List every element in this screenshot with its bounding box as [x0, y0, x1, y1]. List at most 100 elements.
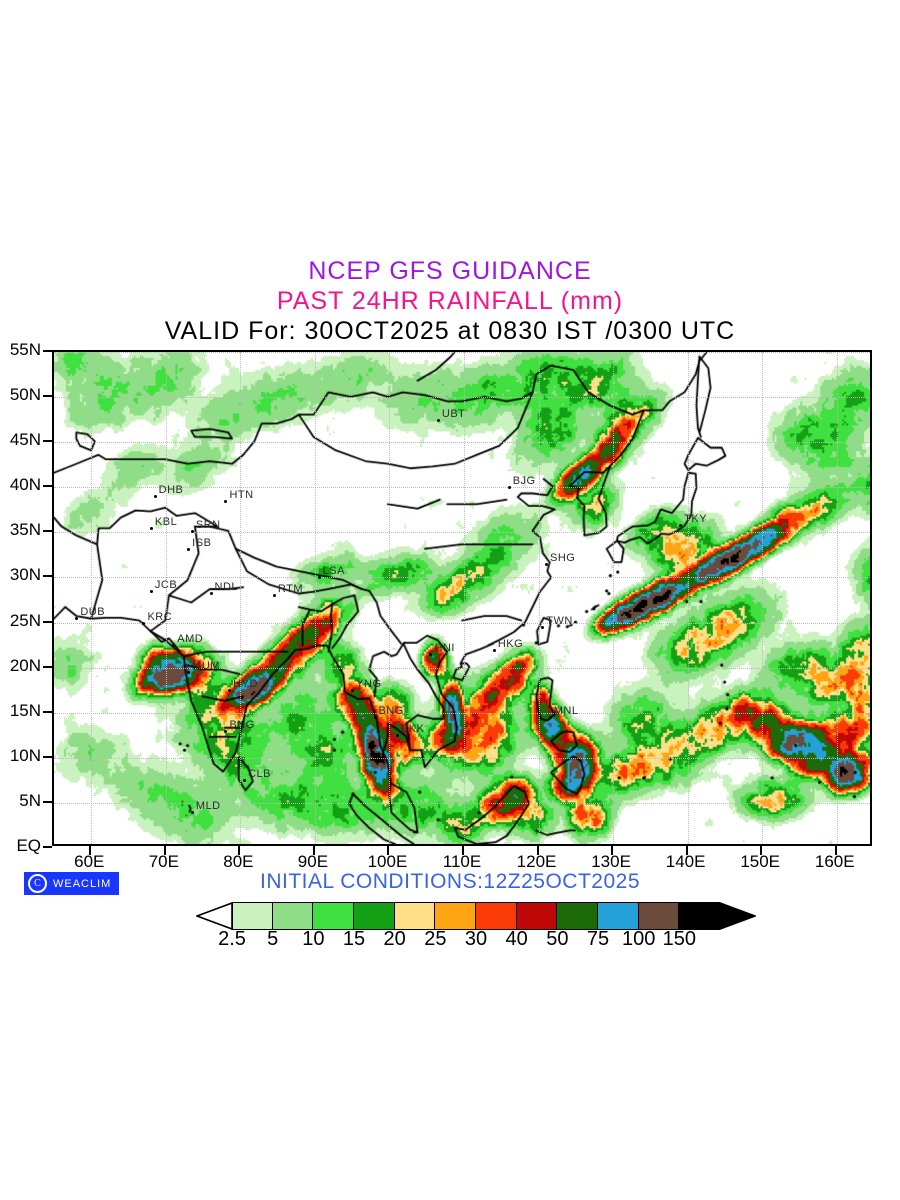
lon-label-60E: 60E	[74, 852, 105, 871]
colorbar-cell-15	[353, 902, 395, 930]
lon-tick-80E	[238, 846, 241, 855]
colorbar-cell-100	[638, 902, 680, 930]
city-dot-KRC	[142, 621, 146, 625]
city-label-BNG2: BNG	[378, 705, 404, 718]
city-dot-RTM	[272, 594, 276, 598]
colorbar-cell-75	[597, 902, 639, 930]
lon-label-130E: 130E	[591, 852, 631, 871]
city-label-CLB: CLB	[248, 768, 271, 781]
lon-label-90E: 90E	[297, 852, 329, 871]
city-dot-BNG2	[373, 716, 377, 720]
city-dot-MLD	[190, 810, 194, 814]
city-label-HYD: HYD	[233, 678, 258, 691]
colorbar-label-50: 50	[546, 928, 569, 950]
colorbar-cell-150	[679, 902, 720, 930]
lon-tick-120E	[536, 846, 539, 855]
weaclim-logo[interactable]: C WEACLIM	[24, 872, 120, 895]
lat-label-45N: 45N	[9, 430, 41, 450]
city-label-DHB: DHB	[158, 484, 184, 497]
colorbar-under-arrow	[196, 902, 232, 930]
city-dot-SHG	[545, 562, 548, 566]
rainfall-raster	[54, 352, 870, 844]
title-model: NCEP GFS GUIDANCE	[308, 257, 592, 285]
colorbar-label-30: 30	[464, 928, 488, 950]
lon-label-100E: 100E	[367, 852, 408, 871]
city-dot-SRN	[190, 529, 194, 533]
lon-tick-60E	[89, 846, 92, 855]
city-dot-BJG	[507, 486, 511, 490]
lat-label-30N: 30N	[9, 565, 41, 585]
lat-tick-30N	[43, 575, 52, 578]
city-dot-HTN	[224, 499, 228, 503]
lon-label-70E: 70E	[148, 852, 179, 871]
lat-label-50N: 50N	[9, 385, 41, 405]
lat-tick-20N	[43, 665, 52, 668]
city-label-MNL: MNL	[553, 705, 579, 718]
city-dot-LSA	[317, 576, 321, 580]
lon-label-150E: 150E	[740, 852, 781, 871]
lat-label-5N: 5N	[19, 790, 41, 810]
city-dot-BNG	[224, 729, 228, 733]
lon-tick-110E	[462, 846, 464, 855]
lon-label-120E: 120E	[516, 852, 557, 871]
city-label-UBT: UBT	[441, 407, 466, 420]
city-label-HNI: HNI	[434, 642, 455, 655]
lat-tick-5N	[43, 800, 52, 803]
city-label-ISB: ISB	[192, 536, 212, 549]
lon-tick-100E	[387, 846, 390, 855]
city-dot-YNG	[351, 689, 355, 693]
city-label-MUM: MUM	[192, 660, 220, 673]
lon-label-160E: 160E	[814, 852, 855, 871]
colorbar-label-5: 5	[267, 928, 279, 950]
colorbar-cell-20	[394, 902, 436, 930]
title-block: NCEP GFS GUIDANCE PAST 24HR RAINFALL (mm…	[0, 256, 900, 346]
colorbar-tick-labels: 2.5 5 10 15 20 25 30 40 50 75 100 150	[196, 928, 796, 954]
lat-tick-55N	[43, 350, 52, 352]
colorbar-cells	[232, 902, 720, 930]
colorbar-cell-40	[516, 902, 558, 930]
lat-tick-50N	[43, 395, 52, 398]
colorbar-label-25: 25	[424, 928, 447, 950]
city-dot-KBL	[149, 526, 153, 530]
city-label-LSA: LSA	[322, 565, 345, 578]
city-dot-HYD	[228, 689, 232, 693]
colorbar-over-arrow	[720, 902, 756, 930]
colorbar-label-10: 10	[302, 928, 325, 950]
city-dot-CLB	[243, 779, 247, 783]
city-dot-UBT	[436, 418, 440, 422]
lat-label-25N: 25N	[9, 610, 41, 630]
lat-tick-45N	[43, 440, 52, 443]
city-dot-HKG	[492, 648, 496, 652]
city-label-DUB: DUB	[80, 606, 106, 619]
city-label-HTN: HTN	[229, 488, 254, 501]
lon-tick-90E	[312, 846, 315, 855]
city-dot-TWN	[541, 626, 545, 630]
colorbar-cell-30	[475, 902, 517, 930]
colorbar-cell-10	[313, 902, 354, 930]
title-product: PAST 24HR RAINFALL (mm)	[276, 287, 624, 315]
city-label-BJG: BJG	[512, 475, 536, 488]
lon-tick-130E	[611, 846, 614, 855]
city-label-KRC: KRC	[147, 610, 173, 623]
lat-label-55N: 55N	[9, 340, 41, 359]
lon-tick-140E	[685, 846, 688, 855]
lon-tick-70E	[163, 846, 166, 855]
initial-conditions-text: INITIAL CONDITIONS:12Z25OCT2025	[260, 870, 640, 893]
city-dot-HNI	[429, 653, 433, 657]
city-label-KBL: KBL	[154, 515, 178, 528]
lat-label-10N: 10N	[9, 745, 41, 765]
colorbar-label-150: 150	[662, 928, 697, 950]
lon-tick-160E	[834, 846, 837, 855]
copyright-icon: C	[28, 874, 47, 893]
map-plot-area[interactable]: DUB KRC DHB KBL SRN ISB HTN JCB NDL RTM LSA AMD MUM H…	[52, 350, 872, 846]
colorbar-cell-25	[435, 902, 476, 930]
lon-label-80E: 80E	[223, 852, 254, 871]
city-dot-MNL	[548, 716, 552, 720]
lat-label-EQ: EQ	[16, 836, 41, 855]
lat-tick-25N	[43, 620, 52, 623]
colorbar-cell-2.5	[232, 902, 273, 930]
city-dot-JCB	[149, 589, 153, 593]
city-label-SRN: SRN	[195, 518, 221, 531]
colorbar	[196, 902, 756, 930]
